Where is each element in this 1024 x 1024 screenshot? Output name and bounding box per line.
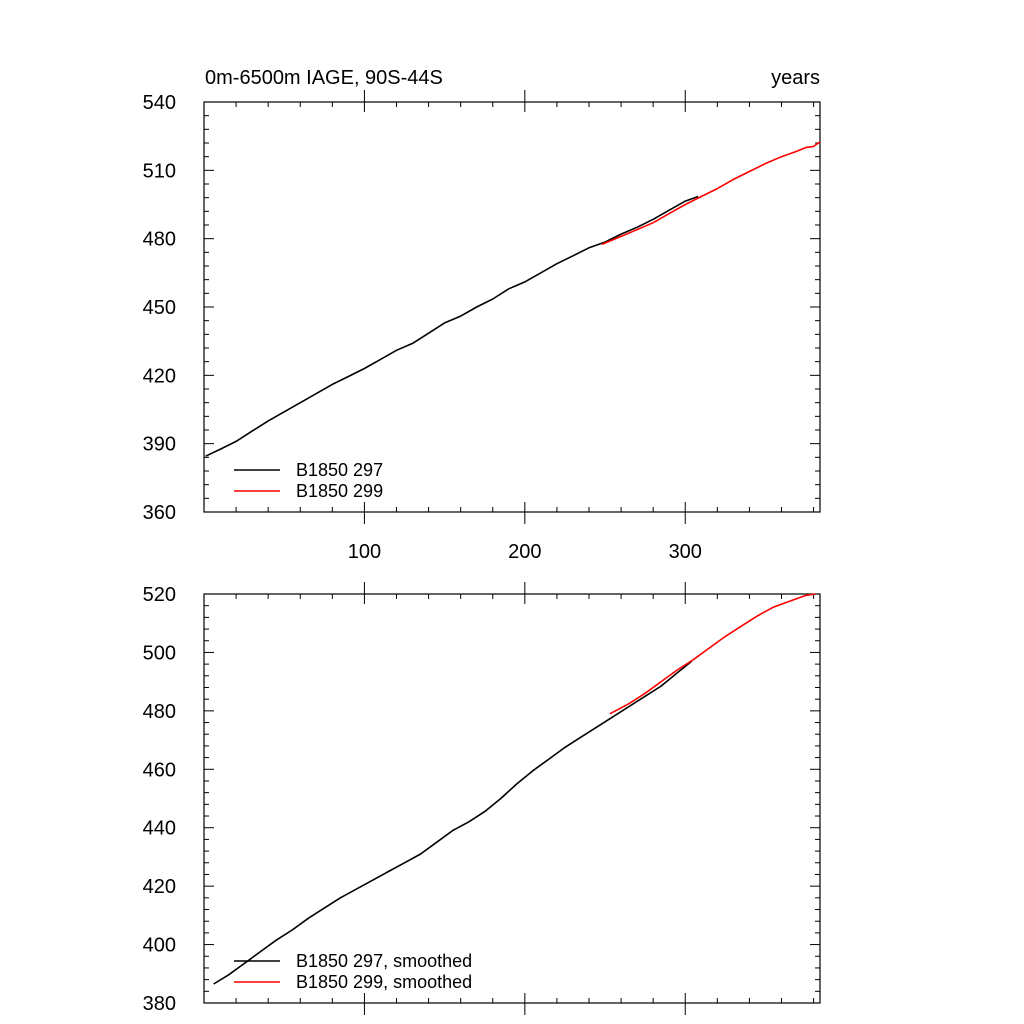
chart-title-right: years xyxy=(771,67,820,89)
chart-panel-1: 360 390 420 450 480 510 540 100 200 300 0m-6500m I… xyxy=(143,67,821,563)
legend-label-2: B1850 299, smoothed xyxy=(296,972,472,992)
y-tick-label: 460 xyxy=(143,759,176,781)
legend-label-1: B1850 297, smoothed xyxy=(296,951,472,971)
y-tick-label: 480 xyxy=(143,701,176,723)
legend-label-2: B1850 299 xyxy=(296,481,383,501)
y-tick-label: 440 xyxy=(143,818,176,840)
y-tick-label: 420 xyxy=(143,876,176,898)
series-line-2 xyxy=(601,141,821,246)
plot-frame xyxy=(203,101,821,513)
y-tick-label: 390 xyxy=(143,434,176,456)
series-line-2 xyxy=(609,593,816,715)
x-tick-label: 300 xyxy=(669,541,702,563)
plot-frame xyxy=(203,593,821,1004)
x-tick-label: 100 xyxy=(348,541,381,563)
y-tick-label: 510 xyxy=(143,160,176,182)
x-tick-label: 200 xyxy=(508,541,541,563)
y-tick-label: 420 xyxy=(143,365,176,387)
y-tick-label: 400 xyxy=(143,935,176,957)
y-tick-label: 540 xyxy=(143,92,176,114)
y-tick-label: 380 xyxy=(143,993,176,1015)
y-tick-label: 520 xyxy=(143,584,176,606)
chart-title-left: 0m-6500m IAGE, 90S-44S xyxy=(205,67,443,89)
y-tick-label: 500 xyxy=(143,642,176,664)
legend-label-1: B1850 297 xyxy=(296,460,383,480)
chart-panel-2: 380 400 420 440 460 480 500 520 B1850 297, smoot… xyxy=(143,582,821,1015)
y-tick-label: 360 xyxy=(143,502,176,524)
series-line-1 xyxy=(205,195,699,457)
series-line-1 xyxy=(213,660,693,985)
y-tick-label: 450 xyxy=(143,297,176,319)
y-tick-label: 480 xyxy=(143,229,176,251)
